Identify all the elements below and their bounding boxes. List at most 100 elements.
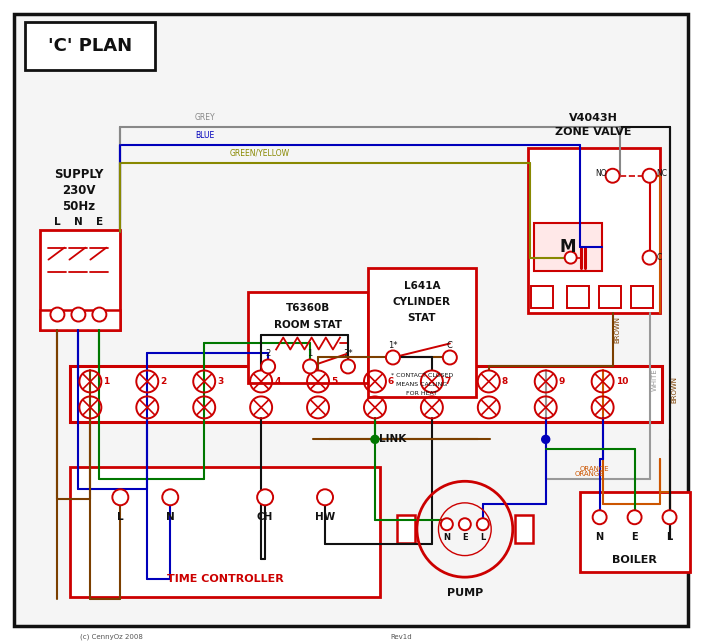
Circle shape	[606, 169, 620, 183]
FancyBboxPatch shape	[70, 367, 661, 422]
Text: 10: 10	[616, 377, 628, 386]
Text: N: N	[444, 533, 451, 542]
Circle shape	[303, 360, 317, 374]
Circle shape	[564, 252, 576, 263]
Text: 3: 3	[217, 377, 223, 386]
Text: STAT: STAT	[408, 313, 436, 322]
Text: 50Hz: 50Hz	[62, 200, 95, 213]
Circle shape	[459, 518, 471, 530]
Text: GREY: GREY	[195, 113, 216, 122]
Text: 2: 2	[265, 349, 271, 358]
FancyBboxPatch shape	[397, 515, 415, 543]
Text: BLUE: BLUE	[196, 131, 215, 140]
Circle shape	[663, 510, 677, 524]
Text: L: L	[666, 532, 673, 542]
Text: L: L	[54, 217, 61, 227]
Circle shape	[443, 351, 457, 365]
FancyBboxPatch shape	[70, 467, 380, 597]
Text: Rev1d: Rev1d	[390, 634, 411, 640]
Text: (c) CennyOz 2008: (c) CennyOz 2008	[81, 634, 143, 640]
Text: E: E	[95, 217, 103, 227]
Text: 'C' PLAN: 'C' PLAN	[48, 37, 133, 55]
Text: 5: 5	[331, 377, 337, 386]
Circle shape	[386, 351, 400, 365]
FancyBboxPatch shape	[567, 286, 589, 308]
Circle shape	[51, 308, 65, 322]
Circle shape	[441, 518, 453, 530]
Text: 2: 2	[160, 377, 166, 386]
Text: T6360B: T6360B	[286, 303, 330, 313]
Circle shape	[317, 489, 333, 505]
Text: * CONTACT CLOSED: * CONTACT CLOSED	[391, 373, 453, 378]
FancyBboxPatch shape	[41, 229, 120, 329]
Circle shape	[542, 435, 550, 444]
Text: PUMP: PUMP	[446, 588, 483, 598]
Text: BOILER: BOILER	[612, 555, 657, 565]
Circle shape	[72, 308, 86, 322]
Text: C: C	[447, 341, 453, 350]
Text: 7: 7	[445, 377, 451, 386]
Text: 1: 1	[103, 377, 110, 386]
Text: V4043H: V4043H	[569, 113, 618, 123]
Circle shape	[112, 489, 128, 505]
Circle shape	[477, 518, 489, 530]
Text: N: N	[74, 217, 83, 227]
Text: 8: 8	[502, 377, 508, 386]
Circle shape	[592, 510, 607, 524]
Text: E: E	[462, 533, 468, 542]
Text: ORANGE: ORANGE	[580, 466, 609, 472]
Text: 9: 9	[559, 377, 565, 386]
Text: E: E	[631, 532, 638, 542]
Circle shape	[628, 510, 642, 524]
Text: TIME CONTROLLER: TIME CONTROLLER	[167, 574, 284, 584]
Text: CYLINDER: CYLINDER	[393, 297, 451, 306]
Text: WHITE: WHITE	[651, 368, 658, 391]
FancyBboxPatch shape	[368, 267, 476, 397]
Text: LINK: LINK	[379, 435, 406, 444]
Text: L: L	[480, 533, 485, 542]
Text: GREEN/YELLOW: GREEN/YELLOW	[230, 149, 290, 158]
Circle shape	[341, 360, 355, 374]
FancyBboxPatch shape	[528, 148, 660, 313]
Text: CH: CH	[257, 512, 273, 522]
Text: ZONE VALVE: ZONE VALVE	[555, 127, 632, 137]
Circle shape	[642, 169, 656, 183]
FancyBboxPatch shape	[25, 22, 155, 70]
Text: 3*: 3*	[343, 349, 353, 358]
Text: SUPPLY: SUPPLY	[54, 168, 103, 181]
Text: N: N	[595, 532, 604, 542]
Text: NO: NO	[595, 169, 607, 178]
Text: 4: 4	[274, 377, 281, 386]
Circle shape	[642, 251, 656, 265]
Text: BROWN: BROWN	[672, 376, 677, 403]
Text: N: N	[166, 512, 175, 522]
FancyBboxPatch shape	[534, 222, 602, 271]
Circle shape	[371, 435, 379, 444]
Circle shape	[162, 489, 178, 505]
Text: 230V: 230V	[62, 184, 95, 197]
Text: M: M	[559, 238, 576, 256]
Text: C: C	[657, 253, 662, 262]
Text: 6: 6	[388, 377, 395, 386]
Text: BROWN: BROWN	[615, 316, 621, 343]
Circle shape	[261, 360, 275, 374]
Text: ORANGE: ORANGE	[575, 471, 604, 478]
FancyBboxPatch shape	[630, 286, 653, 308]
Text: 1: 1	[307, 349, 312, 358]
FancyBboxPatch shape	[41, 310, 120, 329]
Text: ROOM STAT: ROOM STAT	[274, 319, 342, 329]
FancyBboxPatch shape	[248, 292, 368, 383]
Text: MEANS CALLING: MEANS CALLING	[396, 382, 447, 387]
Circle shape	[257, 489, 273, 505]
Text: FOR HEAT: FOR HEAT	[406, 391, 437, 396]
FancyBboxPatch shape	[580, 492, 689, 572]
Text: 1*: 1*	[388, 341, 398, 350]
Text: L641A: L641A	[404, 281, 440, 290]
FancyBboxPatch shape	[15, 14, 687, 626]
Text: NC: NC	[656, 169, 667, 178]
Text: L: L	[117, 512, 124, 522]
Circle shape	[93, 308, 107, 322]
FancyBboxPatch shape	[515, 515, 533, 543]
Text: HW: HW	[315, 512, 335, 522]
FancyBboxPatch shape	[599, 286, 621, 308]
